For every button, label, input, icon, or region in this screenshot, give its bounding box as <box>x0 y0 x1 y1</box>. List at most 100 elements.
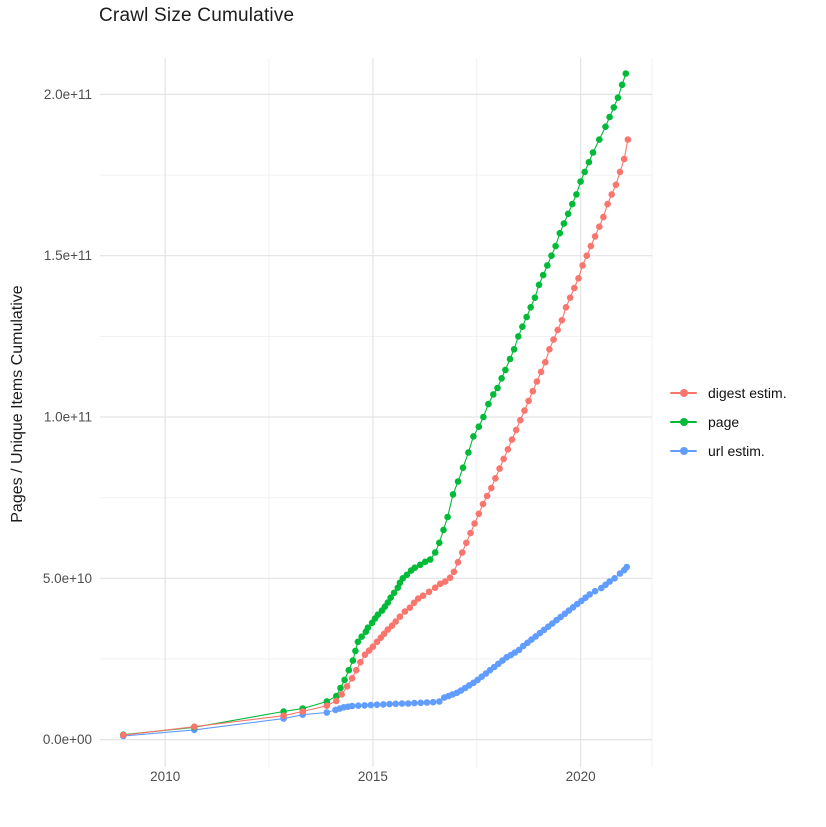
data-point-digest-estim <box>587 242 595 250</box>
data-point-page <box>349 657 357 664</box>
data-point-page <box>403 571 411 579</box>
data-point-digest-estim <box>504 446 512 453</box>
data-point-page <box>618 81 626 89</box>
data-point-digest-estim <box>384 626 392 633</box>
data-point-url-estim <box>323 709 331 716</box>
legend-point <box>680 417 688 426</box>
data-point-url-estim <box>398 700 406 707</box>
data-point-page <box>440 526 447 534</box>
data-point-url-estim <box>392 700 400 708</box>
data-point-page <box>475 423 483 431</box>
data-point-page <box>364 624 372 631</box>
x-tick-label: 2015 <box>358 769 388 784</box>
data-point-digest-estim <box>410 599 418 607</box>
data-point-page <box>390 589 398 597</box>
data-point-page <box>485 400 492 408</box>
data-point-digest-estim <box>343 683 351 690</box>
data-point-digest-estim <box>517 416 524 424</box>
y-tick-label: 1.5e+11 <box>44 248 92 263</box>
data-point-url-estim <box>367 701 375 709</box>
data-point-page <box>577 178 584 185</box>
series-line-page <box>123 73 627 736</box>
y-axis-label: Pages / Unique Items Cumulative <box>9 285 26 523</box>
legend-key-icon <box>670 388 697 398</box>
data-point-url-estim <box>586 591 593 598</box>
data-point-page <box>387 594 395 601</box>
y-tick-label: 1.0e+11 <box>44 410 92 425</box>
data-point-digest-estim <box>542 358 549 366</box>
data-point-page <box>358 633 366 640</box>
data-point-url-estim <box>361 702 368 709</box>
data-point-digest-estim <box>392 618 400 625</box>
data-point-digest-estim <box>396 613 404 620</box>
data-point-digest-estim <box>369 643 377 650</box>
data-point-digest-estim <box>579 262 586 269</box>
data-point-page <box>523 313 530 321</box>
data-point-digest-estim <box>454 558 462 566</box>
data-point-page <box>581 168 588 176</box>
legend-item-url-estim: url estim. <box>670 436 787 465</box>
data-point-page <box>333 692 340 700</box>
data-point-page <box>569 200 576 208</box>
data-point-page <box>560 220 568 227</box>
data-point-digest-estim <box>475 510 483 518</box>
data-point-digest-estim <box>546 346 553 353</box>
data-point-digest-estim <box>608 191 615 198</box>
data-point-url-estim <box>591 587 599 595</box>
data-point-page <box>480 413 487 421</box>
data-point-digest-estim <box>512 426 520 434</box>
data-point-page <box>416 561 424 569</box>
data-point-url-estim <box>373 701 381 708</box>
data-point-digest-estim <box>401 608 409 615</box>
x-tick-label: 2010 <box>150 769 180 784</box>
series-line-url-estim <box>123 566 628 737</box>
data-point-page <box>535 281 543 289</box>
data-point-url-estim <box>355 702 362 709</box>
legend-point <box>680 388 688 397</box>
data-point-digest-estim <box>616 168 624 176</box>
data-point-digest-estim <box>562 304 570 311</box>
data-point-digest-estim <box>521 407 528 414</box>
data-point-digest-estim <box>537 368 545 376</box>
data-point-page <box>596 136 603 143</box>
data-point-digest-estim <box>596 223 603 230</box>
data-point-page <box>585 158 593 166</box>
data-point-digest-estim <box>483 492 491 500</box>
data-point-page <box>470 433 477 440</box>
data-point-page <box>544 262 551 269</box>
data-point-page <box>431 549 439 556</box>
data-point-page <box>552 242 559 250</box>
y-tick-label: 2.0e+11 <box>44 87 92 102</box>
data-point-page <box>341 676 348 684</box>
data-point-digest-estim <box>533 378 541 385</box>
data-point-digest-estim <box>496 465 503 472</box>
data-point-page <box>606 113 613 121</box>
data-point-digest-estim <box>591 233 599 240</box>
data-point-digest-estim <box>299 708 307 715</box>
data-point-page <box>622 70 630 77</box>
data-point-digest-estim <box>458 549 466 556</box>
data-point-url-estim <box>436 698 443 705</box>
legend-label: page <box>708 413 740 430</box>
data-point-digest-estim <box>446 574 454 581</box>
y-tick-label: 5.0e+10 <box>43 571 92 586</box>
chart-title: Crawl Size Cumulative <box>99 5 295 26</box>
data-point-digest-estim <box>604 200 611 208</box>
data-point-digest-estim <box>612 181 620 189</box>
data-point-digest-estim <box>333 697 340 705</box>
data-point-page <box>436 539 443 547</box>
data-point-url-estim <box>411 699 418 707</box>
data-point-page <box>573 191 580 198</box>
data-point-page <box>421 558 429 566</box>
data-point-page <box>519 323 526 331</box>
data-point-digest-estim <box>492 475 499 482</box>
data-point-url-estim <box>348 702 356 710</box>
data-point-digest-estim <box>357 658 364 666</box>
data-point-url-estim <box>429 698 437 706</box>
data-point-page <box>345 666 353 674</box>
data-point-page <box>374 611 382 618</box>
data-point-page <box>610 104 618 111</box>
data-point-page <box>465 449 472 456</box>
